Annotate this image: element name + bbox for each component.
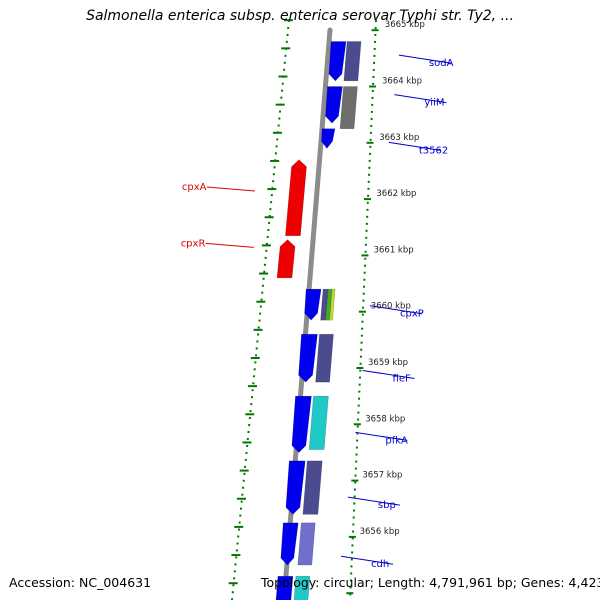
gene-arrow — [298, 333, 318, 383]
gene-leader-line — [398, 54, 452, 64]
gene-leader-line — [340, 555, 394, 565]
gene-block — [308, 395, 329, 450]
gene-arrow — [291, 395, 312, 453]
gene-leader-line — [388, 141, 441, 151]
gene-block — [302, 460, 323, 515]
scale-label: 3658 kbp — [365, 414, 405, 424]
topology-text: Topology: circular; Length: 4,791,961 bp… — [261, 575, 600, 590]
gene-label: sodA — [429, 58, 454, 69]
gene-label: t3562 — [419, 145, 448, 156]
gene-leader-line — [205, 242, 254, 248]
scale-label: 3659 kbp — [368, 358, 408, 368]
gene-block — [275, 576, 294, 600]
gene-block — [293, 576, 311, 600]
gene-labels: sodA yiiM t3562 cpxP fieF pfkA sbp cdh cpxA cpxR — [181, 54, 454, 570]
gene-leader-line — [355, 431, 408, 441]
gene-arrow — [280, 522, 299, 566]
scale-labels: 3665 kbp 3664 kbp 3663 kbp 3662 kbp 3661 kbp… — [360, 20, 425, 537]
scale-label: 3665 kbp — [385, 20, 425, 30]
gene-label: pfkA — [385, 435, 408, 446]
gene-label: yiiM — [424, 98, 444, 109]
outer-dotted-line — [349, 19, 377, 600]
scale-label: 3657 kbp — [362, 471, 402, 481]
gene-leader-line — [347, 496, 400, 506]
outer-left-dotted-line — [231, 19, 290, 600]
gene-arrow — [321, 128, 336, 149]
inner-tick-track — [228, 19, 293, 585]
gene-label: cpxR — [181, 238, 206, 249]
gene-label: cpxP — [400, 309, 424, 320]
gene-label: cdh — [371, 559, 389, 570]
genome-title: Salmonella enterica subsp. enterica sero… — [86, 8, 514, 24]
gene-label: sbp — [378, 500, 396, 511]
gene-block — [297, 522, 316, 566]
outer-tick-track — [231, 19, 379, 600]
gene-leader-line — [394, 94, 447, 104]
gene-arrow — [328, 41, 347, 82]
accession-text: Accession: NC_004631 — [9, 575, 152, 590]
scale-label: 3661 kbp — [374, 245, 414, 255]
scale-label: 3660 kbp — [371, 302, 411, 312]
gene-arrow — [325, 86, 343, 124]
gene-features — [275, 41, 362, 600]
gene-leader-line — [369, 305, 423, 315]
gene-block — [329, 288, 336, 321]
gene-label: fieF — [393, 373, 411, 384]
scale-label: 3656 kbp — [360, 527, 400, 537]
gene-arrow — [285, 460, 306, 515]
scale-label: 3663 kbp — [379, 133, 419, 143]
gene-leader-line — [206, 186, 255, 192]
gene-arrow — [304, 288, 322, 321]
gene-block — [339, 86, 358, 130]
gene-label: cpxA — [182, 182, 207, 193]
gene-arrow-reverse — [285, 159, 307, 236]
gene-leader-line — [362, 369, 415, 379]
gene-block — [343, 41, 362, 82]
scale-label: 3664 kbp — [382, 77, 422, 87]
gene-arrow-reverse — [276, 239, 296, 279]
scale-label: 3662 kbp — [376, 189, 416, 199]
gene-block — [315, 333, 334, 383]
